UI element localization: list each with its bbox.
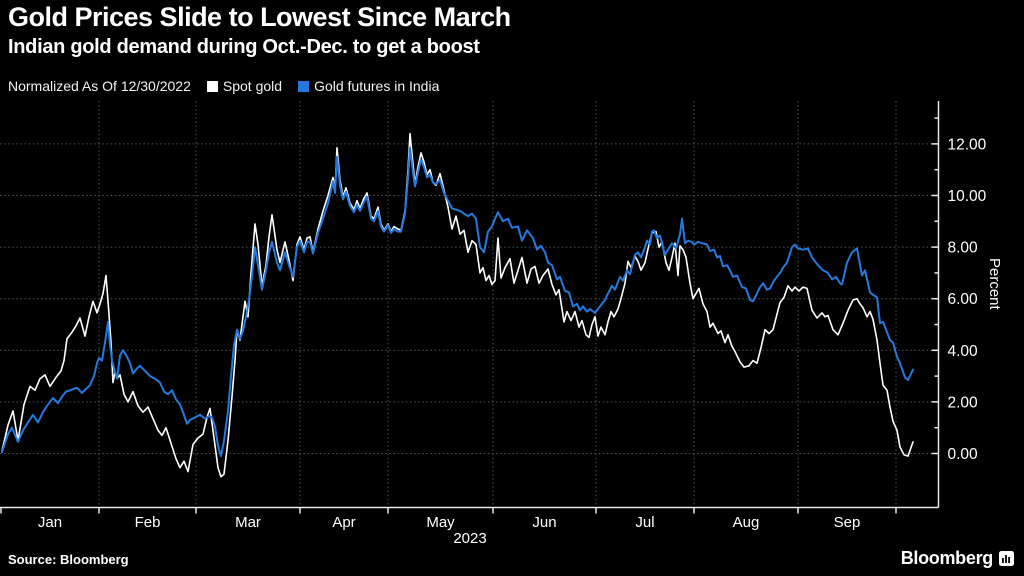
gold-futures-swatch-icon xyxy=(298,80,310,92)
x-axis-month-label: May xyxy=(426,514,455,531)
x-axis-month-label: Aug xyxy=(733,514,760,531)
bloomberg-logo-text: Bloomberg xyxy=(900,548,994,568)
y-axis-tick-label: 8.00 xyxy=(948,240,979,257)
y-axis-tick-label: 4.00 xyxy=(948,343,979,360)
spot-gold-line xyxy=(1,132,914,478)
legend: Normalized As Of 12/30/2022 Spot gold Go… xyxy=(8,78,439,94)
x-axis-month-label: Sep xyxy=(834,514,861,531)
x-axis-month-label: Feb xyxy=(135,514,161,531)
x-axis-month-label: Jun xyxy=(532,514,556,531)
y-axis-tick-label: 6.00 xyxy=(948,291,979,308)
gold-futures-line xyxy=(1,146,914,458)
legend-note: Normalized As Of 12/30/2022 xyxy=(8,78,191,94)
legend-item-gold-futures: Gold futures in India xyxy=(298,78,439,94)
y-axis-tick-label: 2.00 xyxy=(948,394,979,411)
legend-label-gold-futures: Gold futures in India xyxy=(314,78,440,94)
page-title: Gold Prices Slide to Lowest Since March xyxy=(8,2,511,32)
y-axis-tick-label: 12.00 xyxy=(948,136,987,153)
x-axis-year-label: 2023 xyxy=(453,530,487,547)
y-axis-title: Percent xyxy=(986,258,1003,310)
spot-gold-swatch-icon xyxy=(206,80,218,92)
bloomberg-logo-icon xyxy=(999,551,1014,566)
source-credit: Source: Bloomberg xyxy=(8,552,129,567)
x-axis-month-label: Mar xyxy=(235,514,261,531)
legend-item-spot-gold: Spot gold xyxy=(206,78,283,94)
page-subtitle: Indian gold demand during Oct.-Dec. to g… xyxy=(8,36,480,58)
x-axis-month-label: Apr xyxy=(332,514,355,531)
bloomberg-logo: Bloomberg xyxy=(901,548,1014,569)
y-axis-tick-label: 0.00 xyxy=(948,446,979,463)
legend-label-spot-gold: Spot gold xyxy=(222,78,283,94)
x-axis-month-label: Jan xyxy=(38,514,62,531)
x-axis-month-label: Jul xyxy=(635,514,654,531)
y-axis-tick-label: 10.00 xyxy=(948,188,987,205)
